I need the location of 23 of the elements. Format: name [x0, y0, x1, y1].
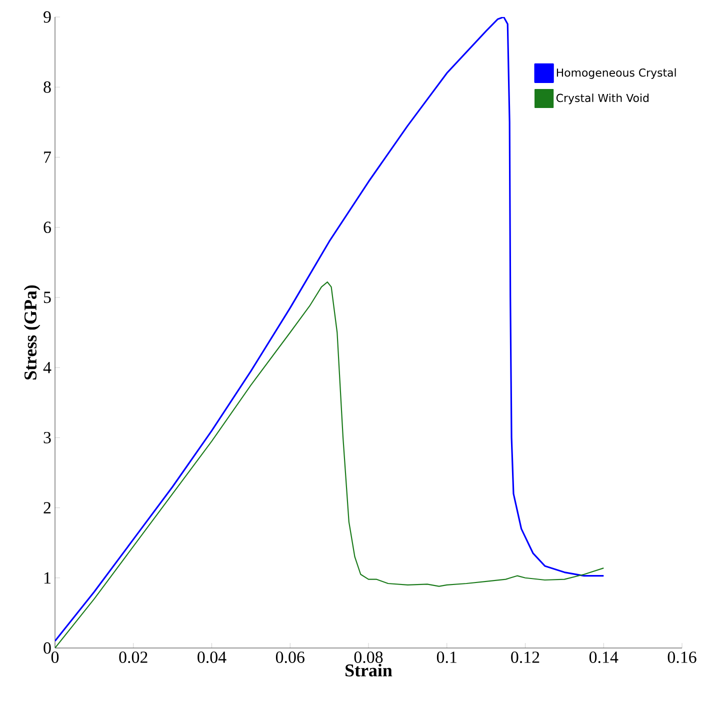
y-tick-label: 5 — [44, 292, 51, 304]
x-tick-label: 0.16 — [668, 652, 696, 664]
x-tick-label: 0 — [51, 652, 59, 663]
legend-label: Homogeneous Crystal — [556, 68, 676, 79]
y-tick-label: 0 — [44, 642, 51, 654]
legend-label: Crystal With Void — [556, 94, 648, 104]
x-tick-label: 0.08 — [354, 652, 383, 664]
y-tick-label: 9 — [44, 11, 51, 23]
x-axis-title: Strain — [346, 664, 392, 676]
y-tick-label: 3 — [44, 432, 51, 444]
y-axis-title: Stress (GPa) — [24, 285, 40, 380]
y-tick-label: 2 — [44, 502, 51, 514]
y-tick-label: 4 — [43, 362, 52, 374]
x-tick-label: 0.04 — [198, 652, 226, 664]
x-tick-label: 0.1 — [436, 652, 456, 664]
x-tick-label: 0.06 — [276, 652, 304, 664]
x-tick-label: 0.12 — [511, 652, 540, 664]
y-tick-label: 7 — [44, 152, 51, 163]
x-tick-label: 0.02 — [119, 652, 148, 664]
y-tick-label: 6 — [44, 222, 51, 234]
y-tick-label: 1 — [44, 572, 50, 584]
x-tick-label: 0.14 — [589, 652, 618, 664]
y-tick-label: 8 — [44, 81, 51, 93]
